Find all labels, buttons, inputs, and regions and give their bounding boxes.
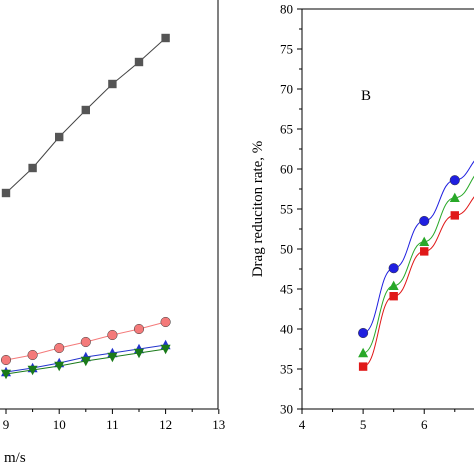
left-x-tick-label: 12: [159, 417, 172, 432]
left-data-point: [160, 344, 171, 355]
left-data-point: [54, 342, 65, 354]
left-data-point: [133, 323, 145, 335]
left-data-point: [1, 188, 11, 198]
left-data-point: [27, 365, 38, 376]
left-data-point: [28, 163, 37, 173]
b-y-tick-label: 60: [280, 162, 293, 177]
left-data-point: [161, 33, 170, 43]
left-data-point: [54, 361, 65, 372]
b-y-tick-label: 55: [280, 202, 293, 217]
b-x-tick-label: 6: [421, 417, 428, 432]
b-y-tick-label: 45: [280, 282, 293, 297]
left-data-point: [134, 348, 144, 359]
b-data-point: [389, 292, 398, 301]
left-data-point: [81, 105, 90, 115]
left-panel: 9 10 11 12 13 m/s: [0, 0, 225, 466]
left-data-point: [1, 369, 11, 380]
b-y-tick-label: 70: [280, 82, 293, 97]
left-x-tick-label: 10: [53, 417, 66, 432]
b-data-point: [449, 192, 460, 202]
b-data-point: [419, 236, 430, 246]
b-y-tick-label: 40: [280, 322, 293, 337]
b-data-point: [388, 280, 399, 290]
b-data-point: [450, 211, 459, 220]
b-y-tick-label: 30: [280, 402, 293, 417]
b-y-tick-label: 50: [280, 242, 293, 257]
left-x-axis-label: m/s: [4, 450, 26, 466]
left-x-tick-label: 11: [106, 417, 119, 432]
left-data-point: [108, 79, 117, 89]
right-panel: 30354045505560657075804567Drag reduciton…: [250, 2, 474, 432]
left-data-point: [27, 349, 38, 361]
b-data-point: [420, 247, 429, 256]
left-x-tick-label: 9: [3, 417, 10, 432]
b-y-tick-label: 80: [280, 2, 293, 17]
b-data-point: [358, 327, 369, 339]
b-panel-label: B: [361, 88, 371, 104]
b-data-point: [388, 263, 399, 274]
b-y-axis-title: Drag reduciton rate, %: [250, 141, 266, 278]
left-data-point: [80, 336, 91, 348]
left-x-tick-label: 13: [212, 417, 225, 432]
left-data-point: [80, 356, 91, 367]
b-y-tick-label: 35: [280, 362, 293, 377]
left-data-point: [107, 352, 118, 363]
left-data-point: [0, 354, 12, 366]
b-x-tick-label: 5: [360, 417, 367, 432]
b-data-point: [358, 362, 368, 371]
left-data-point: [55, 132, 64, 142]
b-data-point: [419, 215, 430, 227]
b-x-tick-label: 4: [299, 417, 306, 432]
b-data-point: [358, 347, 369, 358]
left-data-point: [160, 316, 171, 328]
b-data-point: [449, 175, 460, 186]
left-data-point: [134, 57, 144, 67]
b-y-tick-label: 65: [280, 122, 293, 137]
left-data-point: [107, 329, 118, 341]
b-y-tick-label: 75: [280, 42, 293, 57]
